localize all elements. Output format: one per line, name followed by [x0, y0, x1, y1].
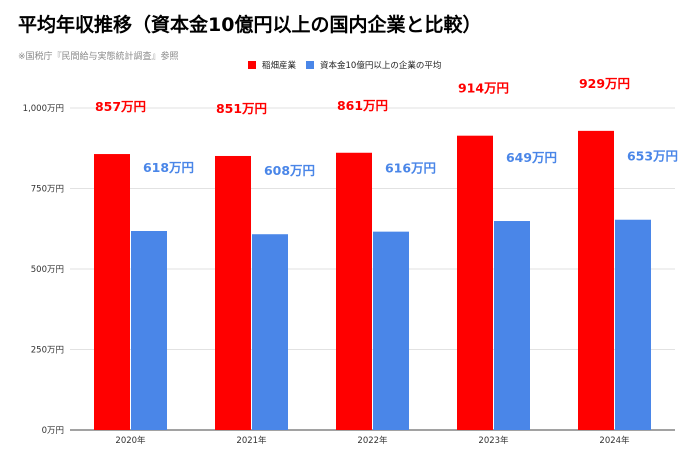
y-tick-label: 250万円 [31, 346, 64, 356]
legend-swatch-company [248, 61, 256, 69]
legend-label-company: 稲畑産業 [262, 61, 297, 71]
bar-average [615, 219, 651, 430]
bar-company [578, 130, 614, 430]
bar-average [252, 234, 288, 430]
data-label-company: 929万円 [579, 76, 630, 91]
legend: 稲畑産業 資本金10億円以上の企業の平均 [248, 59, 451, 71]
x-tick-label: 2024年 [599, 435, 630, 446]
data-label-company: 851万円 [216, 101, 267, 116]
x-tick-label: 2022年 [357, 435, 388, 446]
bar-average [373, 231, 409, 430]
bar-company [336, 152, 372, 430]
bar-company [94, 154, 130, 430]
data-label-average: 653万円 [627, 149, 678, 164]
x-tick-label: 2023年 [478, 435, 509, 446]
legend-item-average: 資本金10億円以上の企業の平均 [306, 59, 441, 71]
data-label-company: 857万円 [95, 99, 146, 114]
bar-average [494, 221, 530, 430]
x-tick-label: 2021年 [236, 435, 267, 446]
y-tick-label: 750万円 [31, 185, 64, 195]
data-label-company: 914万円 [458, 81, 509, 96]
x-tick-label: 2020年 [115, 435, 146, 446]
data-label-average: 649万円 [506, 150, 557, 165]
data-label-company: 861万円 [337, 98, 388, 113]
y-tick-label: 1,000万円 [23, 104, 64, 114]
data-label-average: 616万円 [385, 161, 436, 176]
legend-item-company: 稲畑産業 [248, 59, 296, 71]
bar-company [457, 135, 493, 430]
data-label-average: 618万円 [143, 160, 194, 175]
data-label-average: 608万円 [264, 163, 315, 178]
legend-label-average: 資本金10億円以上の企業の平均 [320, 61, 442, 71]
y-tick-label: 500万円 [31, 265, 64, 275]
y-tick-label: 0万円 [42, 426, 64, 436]
legend-swatch-average [306, 61, 315, 69]
source-note: ※国税庁『民間給与実態統計調査』参照 [18, 52, 179, 62]
bar-company [215, 155, 251, 430]
chart-title: 平均年収推移（資本金10億円以上の国内企業と比較） [18, 14, 482, 36]
bar-average [131, 231, 167, 430]
